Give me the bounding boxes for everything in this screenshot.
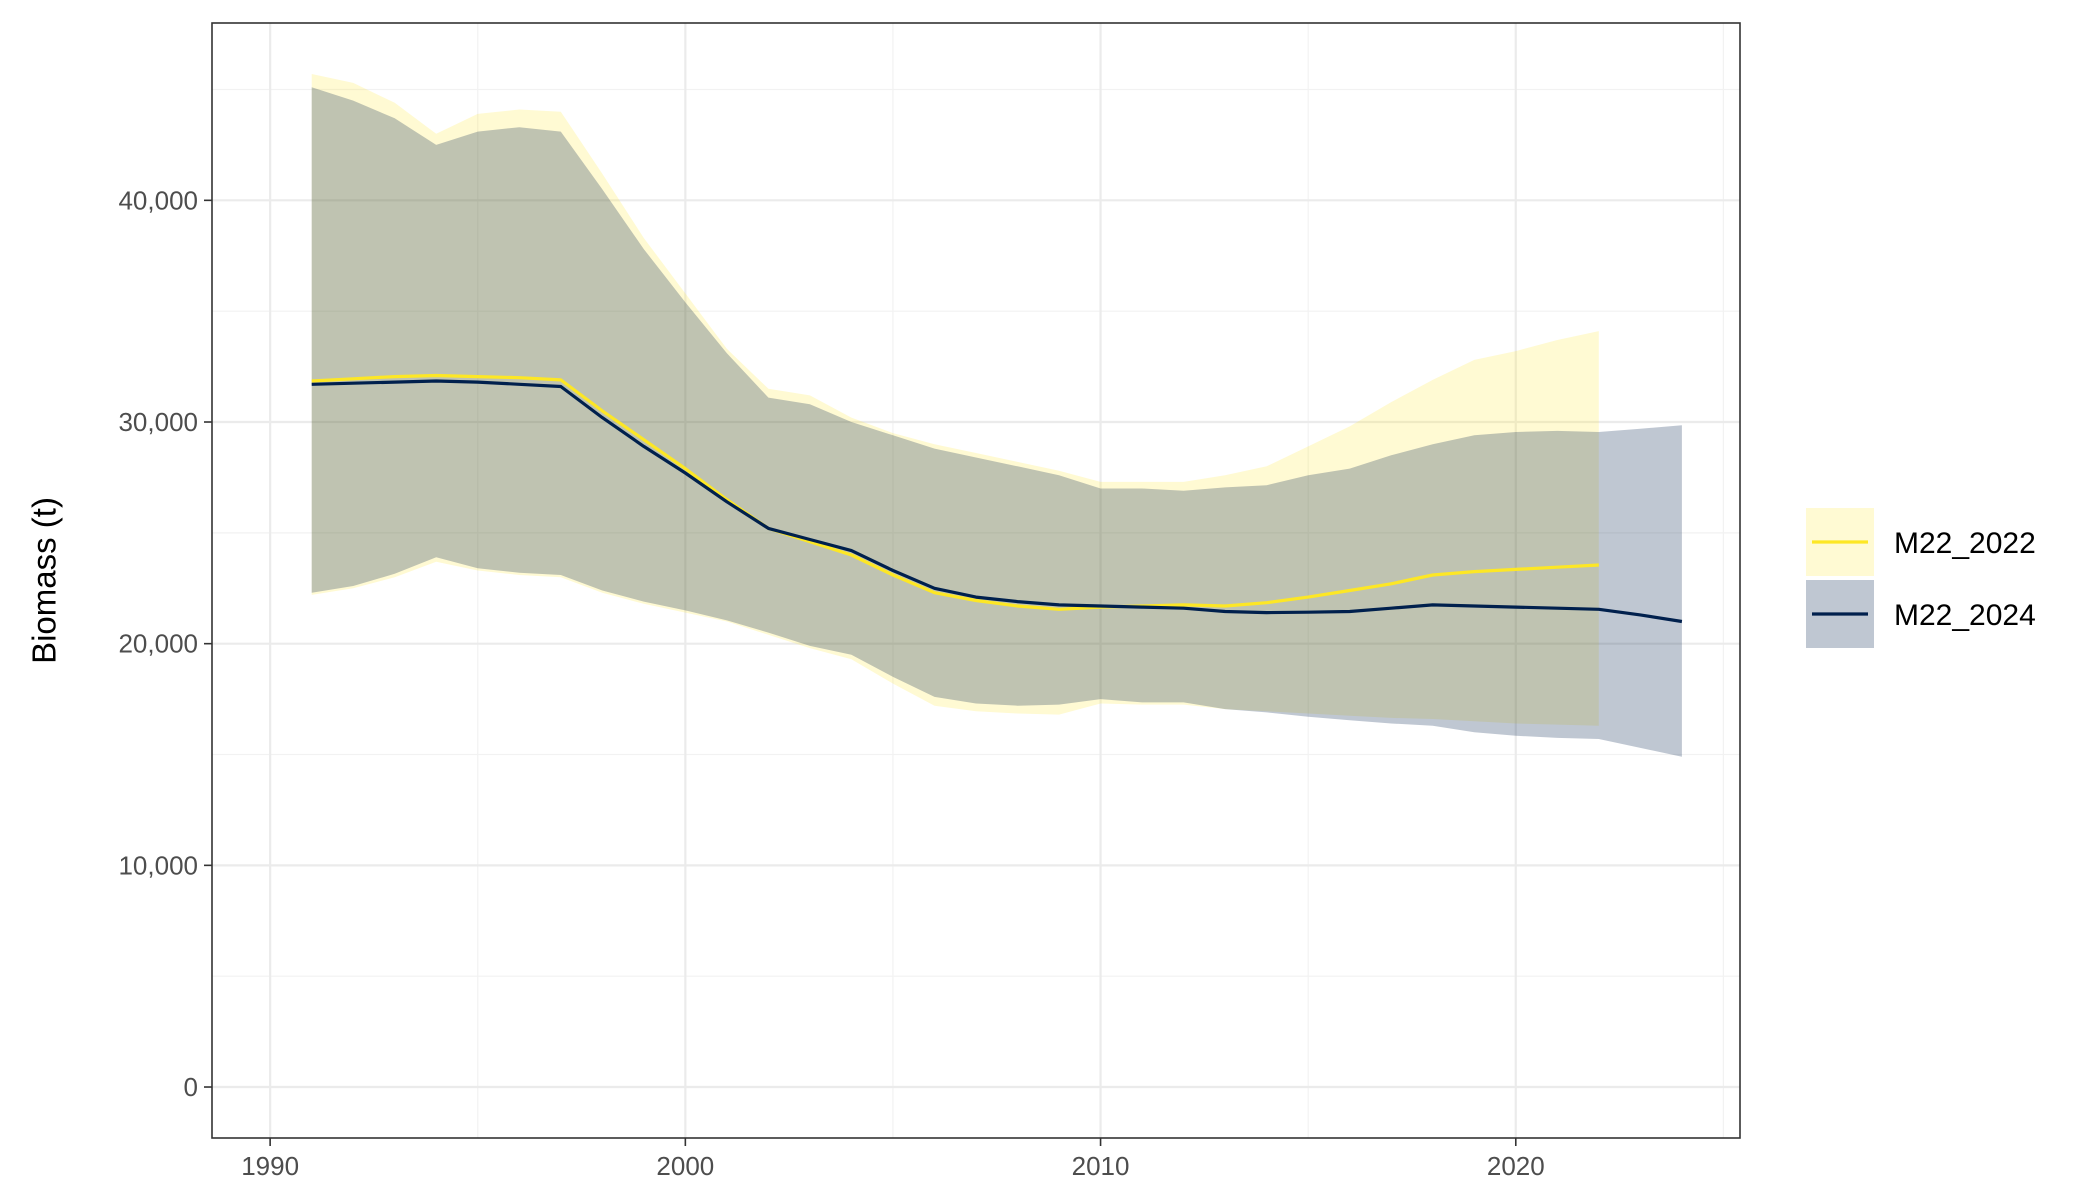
series-line-M22_2022 xyxy=(311,373,1599,611)
y-tick-label: 30,000 xyxy=(118,407,198,437)
panel-border xyxy=(211,22,1741,1139)
y-tick-label: 0 xyxy=(184,1072,198,1102)
series-lines xyxy=(311,373,1683,624)
confidence-band-M22_2024 xyxy=(311,87,1682,757)
y-axis: 0 10,000 20,000 30,000 40,000 xyxy=(118,185,212,1102)
minor-gridlines xyxy=(212,23,1740,1138)
x-tick-label: 2020 xyxy=(1487,1151,1545,1181)
y-tick-label: 10,000 xyxy=(118,850,198,880)
x-axis: 1990 2000 2010 2020 xyxy=(241,1138,1545,1181)
legend-label-M22_2022: M22_2022 xyxy=(1894,527,2036,560)
major-gridlines xyxy=(212,23,1740,1138)
x-tick-label: 1990 xyxy=(241,1151,299,1181)
confidence-bands xyxy=(311,74,1682,757)
x-tick-label: 2010 xyxy=(1072,1151,1130,1181)
legend: M22_2022 M22_2024 xyxy=(1806,508,2036,648)
y-tick-label: 40,000 xyxy=(118,185,198,215)
y-axis-title: Biomass (t) xyxy=(26,497,63,664)
y-tick-label: 20,000 xyxy=(118,629,198,659)
confidence-band-M22_2022 xyxy=(311,74,1599,726)
series-line-M22_2024 xyxy=(311,379,1683,624)
x-tick-label: 2000 xyxy=(656,1151,714,1181)
legend-label-M22_2024: M22_2024 xyxy=(1894,599,2036,632)
